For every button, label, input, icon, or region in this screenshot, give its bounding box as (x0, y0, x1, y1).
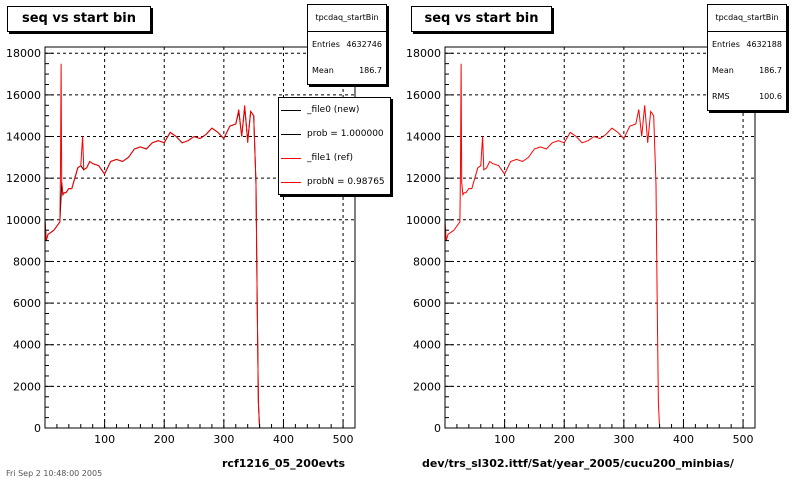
left-stats-entries: Entries 4632746 (308, 32, 386, 58)
right-stats-name: tpcdaq_startBin (708, 5, 786, 32)
right-x-axis-label: dev/trs_sl302.ittf/Sat/year_2005/cucu200… (422, 457, 734, 470)
right-y-tick-label: 4000 (413, 339, 441, 352)
legend-entry: _file1 (ref) (279, 146, 390, 170)
right-stats-mean-label: Mean (712, 66, 734, 75)
right-series-line (444, 63, 663, 429)
left-stats-box: tpcdaq_startBin Entries 4632746 Mean 186… (307, 4, 387, 85)
right-stats-entries-value: 4632188 (746, 40, 782, 49)
legend-entry: _file0 (new) (279, 98, 390, 122)
right-x-tick-label: 100 (494, 433, 515, 446)
legend-label: _file0 (new) (307, 105, 360, 115)
right-y-tick-label: 10000 (406, 214, 441, 227)
left-stats-mean: Mean 186.7 (308, 58, 386, 84)
right-y-tick-label: 8000 (413, 255, 441, 268)
left-histogram-pad: 100 200 300 400 500 0 2000 4000 6000 8000 10000 120… (6, 4, 391, 470)
legend-entry: probN = 0.98765 (279, 170, 390, 194)
right-y-tick-label: 16000 (406, 89, 441, 102)
right-y-tick-label: 0 (434, 422, 441, 435)
left-y-tick-label: 4000 (13, 339, 41, 352)
right-y-tick-label: 18000 (406, 47, 441, 60)
right-x-tick-label: 200 (554, 433, 575, 446)
left-y-tick-label: 10000 (6, 214, 41, 227)
right-stats-rms-value: 100.6 (759, 92, 782, 101)
left-y-tick-label: 0 (34, 422, 41, 435)
right-y-tick-label: 12000 (406, 172, 441, 185)
right-stats-entries: Entries 4632188 (708, 32, 786, 58)
right-y-tick-label: 6000 (413, 297, 441, 310)
right-stats-rms: RMS 100.6 (708, 84, 786, 110)
left-y-tick-label: 18000 (6, 47, 41, 60)
left-series-line (44, 63, 263, 429)
legend-swatch-red (281, 181, 301, 183)
left-y-tick-label: 8000 (13, 255, 41, 268)
left-y-tick-label: 12000 (6, 172, 41, 185)
right-histogram-pad: 100 200 300 400 500 0 2000 4000 6000 8000 10000 120… (400, 0, 800, 480)
left-stats-mean-label: Mean (312, 66, 334, 75)
left-y-tick-label: 2000 (13, 380, 41, 393)
left-x-tick-label: 100 (94, 433, 115, 446)
left-x-tick-label: 500 (333, 433, 354, 446)
legend-swatch-black (281, 109, 301, 111)
right-y-tick-label: 14000 (406, 131, 441, 144)
left-y-tick-label: 16000 (6, 89, 41, 102)
left-y-tick-label: 14000 (6, 131, 41, 144)
legend-label: _file1 (ref) (307, 153, 354, 163)
footer-date: Fri Sep 2 10:48:00 2005 (6, 469, 103, 478)
legend-label: probN = 0.98765 (307, 177, 385, 187)
legend-entry: prob = 1.000000 (279, 122, 390, 146)
left-x-tick-label: 400 (273, 433, 294, 446)
right-stats-mean: Mean 186.7 (708, 58, 786, 84)
right-plot-title: seq vs start bin (411, 6, 552, 32)
right-y-tick-label: 2000 (413, 380, 441, 393)
left-stats-entries-label: Entries (312, 40, 340, 49)
right-stats-mean-value: 186.7 (759, 66, 782, 75)
right-stats-rms-label: RMS (712, 92, 730, 101)
left-x-tick-label: 200 (154, 433, 175, 446)
left-stats-name: tpcdaq_startBin (308, 5, 386, 32)
left-series-line (44, 107, 263, 429)
right-x-tick-label: 300 (613, 433, 634, 446)
right-stats-entries-label: Entries (712, 40, 740, 49)
legend-swatch-black (281, 133, 301, 135)
legend-box: _file0 (new) prob = 1.000000 _file1 (ref… (278, 97, 391, 195)
left-plot-title: seq vs start bin (7, 6, 151, 32)
left-stats-entries-value: 4632746 (346, 40, 382, 49)
left-y-tick-label: 6000 (13, 297, 41, 310)
right-x-tick-label: 500 (733, 433, 754, 446)
legend-swatch-red (281, 157, 301, 159)
right-x-tick-label: 400 (673, 433, 694, 446)
right-histogram-plot: 100 200 300 400 500 0 2000 4000 6000 8000 10000 120… (406, 46, 756, 446)
left-stats-mean-value: 186.7 (359, 66, 382, 75)
left-x-tick-label: 300 (213, 433, 234, 446)
legend-label: prob = 1.000000 (307, 129, 384, 139)
left-x-axis-label: rcf1216_05_200evts (222, 457, 346, 470)
right-stats-box: tpcdaq_startBin Entries 4632188 Mean 186… (707, 4, 787, 111)
